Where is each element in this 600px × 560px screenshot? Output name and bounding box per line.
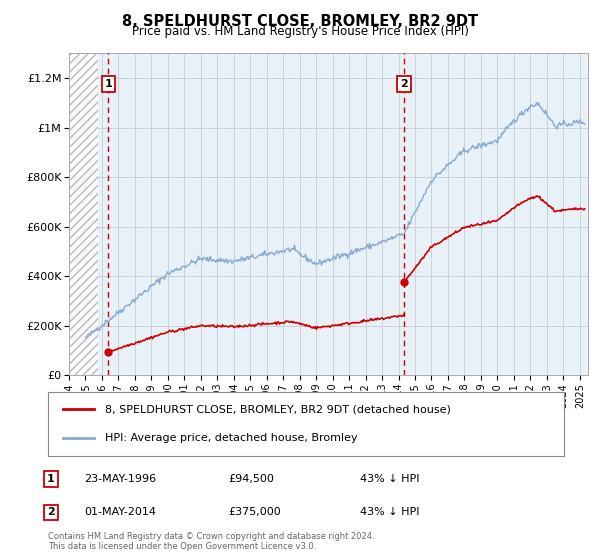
- Text: HPI: Average price, detached house, Bromley: HPI: Average price, detached house, Brom…: [105, 433, 358, 444]
- Text: 01-MAY-2014: 01-MAY-2014: [84, 507, 156, 517]
- Text: This data is licensed under the Open Government Licence v3.0.: This data is licensed under the Open Gov…: [48, 542, 316, 551]
- Text: £94,500: £94,500: [228, 474, 274, 484]
- Text: 1: 1: [104, 79, 112, 89]
- Text: 23-MAY-1996: 23-MAY-1996: [84, 474, 156, 484]
- Text: Price paid vs. HM Land Registry's House Price Index (HPI): Price paid vs. HM Land Registry's House …: [131, 25, 469, 38]
- Text: 2: 2: [400, 79, 408, 89]
- Text: 43% ↓ HPI: 43% ↓ HPI: [360, 474, 419, 484]
- Text: 2: 2: [47, 507, 55, 517]
- Text: 8, SPELDHURST CLOSE, BROMLEY, BR2 9DT: 8, SPELDHURST CLOSE, BROMLEY, BR2 9DT: [122, 14, 478, 29]
- Text: 1: 1: [47, 474, 55, 484]
- FancyBboxPatch shape: [48, 392, 564, 456]
- Text: Contains HM Land Registry data © Crown copyright and database right 2024.: Contains HM Land Registry data © Crown c…: [48, 532, 374, 541]
- Text: 8, SPELDHURST CLOSE, BROMLEY, BR2 9DT (detached house): 8, SPELDHURST CLOSE, BROMLEY, BR2 9DT (d…: [105, 404, 451, 414]
- Text: £375,000: £375,000: [228, 507, 281, 517]
- Text: 43% ↓ HPI: 43% ↓ HPI: [360, 507, 419, 517]
